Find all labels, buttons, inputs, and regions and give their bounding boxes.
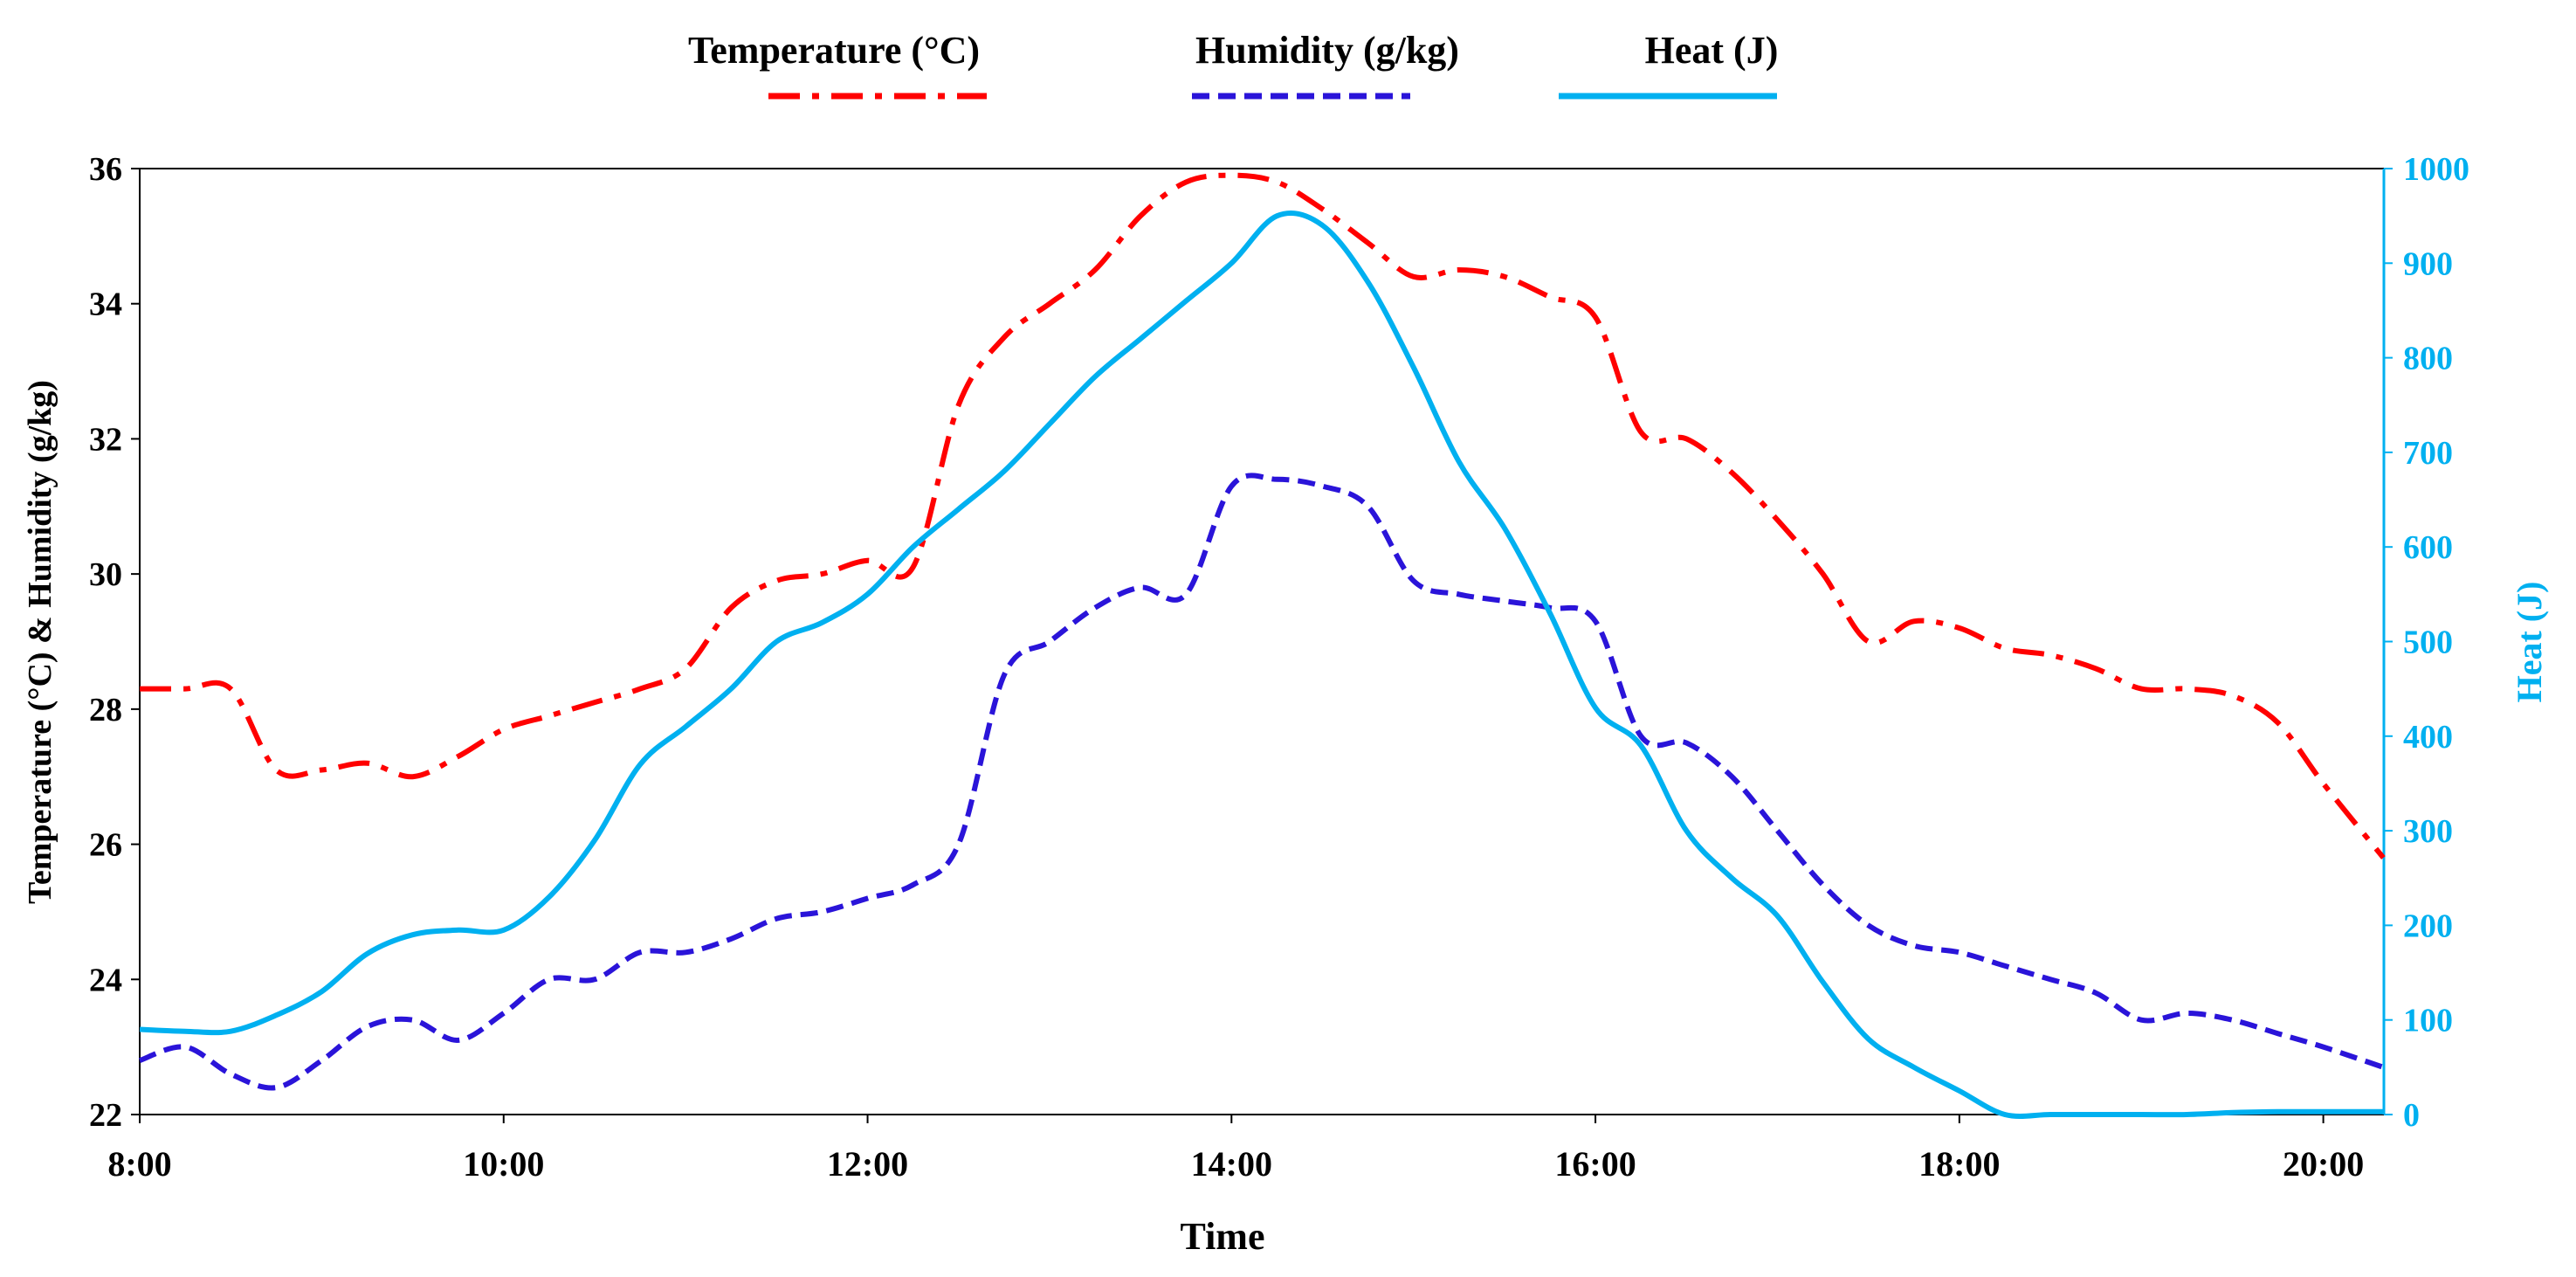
- series-layer: [138, 172, 2386, 1119]
- x-tick-label: 14:00: [1191, 1144, 1272, 1184]
- x-tick-label: 8:00: [107, 1144, 171, 1184]
- y-right-tick-label: 800: [2403, 341, 2453, 377]
- y-right-tick-label: 900: [2403, 245, 2453, 282]
- legend-label-heat: Heat (J): [1645, 29, 1779, 72]
- x-tick-label: 10:00: [463, 1144, 544, 1184]
- x-axis-ticks: 8:00 10:00 12:00 14:00 16:00 18:00 20:00: [107, 1115, 2364, 1184]
- x-tick-label: 12:00: [827, 1144, 908, 1184]
- y-right-tick-label: 700: [2403, 435, 2453, 472]
- y-axis-left-title: Temperature (°C) & Humidity (g/kg): [22, 380, 59, 904]
- y-right-tick-label: 0: [2403, 1097, 2420, 1134]
- y-left-tick-label: 36: [89, 151, 122, 188]
- series-line-humidity: [138, 473, 2385, 1091]
- x-axis-title: Time: [1181, 1215, 1265, 1258]
- legend-label-temperature: Temperature (°C): [688, 29, 980, 72]
- y-right-tick-label: 1000: [2403, 151, 2469, 188]
- y-right-tick-label: 500: [2403, 625, 2453, 661]
- y-left-tick-label: 30: [89, 556, 122, 593]
- series-line-heat: [139, 211, 2384, 1119]
- legend-label-humidity: Humidity (g/kg): [1195, 29, 1459, 72]
- y-right-tick-label: 100: [2403, 1003, 2453, 1039]
- legend: Temperature (°C) Humidity (g/kg) Heat (J…: [688, 29, 1779, 100]
- x-tick-label: 20:00: [2283, 1144, 2364, 1184]
- y-right-tick-label: 300: [2403, 813, 2453, 850]
- y-right-tick-label: 400: [2403, 719, 2453, 756]
- y-left-tick-label: 34: [89, 286, 122, 323]
- y-left-tick-label: 22: [89, 1097, 122, 1134]
- y-axis-right-title: Heat (J): [2510, 582, 2549, 703]
- y-right-tick-label: 200: [2403, 908, 2453, 944]
- y-axis-right-ticks: 0 100 200 300 400 500 600 700 800 900 1000: [2384, 151, 2469, 1134]
- x-tick-label: 16:00: [1554, 1144, 1636, 1184]
- y-left-tick-label: 28: [89, 692, 122, 728]
- y-axis-left-ticks: 22 24 26 28 30 32 34 36: [89, 151, 140, 1134]
- x-tick-label: 18:00: [1918, 1144, 2000, 1184]
- y-left-tick-label: 32: [89, 421, 122, 458]
- y-right-tick-label: 600: [2403, 529, 2453, 566]
- plot-area: [139, 168, 2385, 1115]
- y-left-tick-label: 24: [89, 962, 122, 998]
- series-line-temperature: [140, 172, 2386, 859]
- y-left-tick-label: 26: [89, 827, 122, 864]
